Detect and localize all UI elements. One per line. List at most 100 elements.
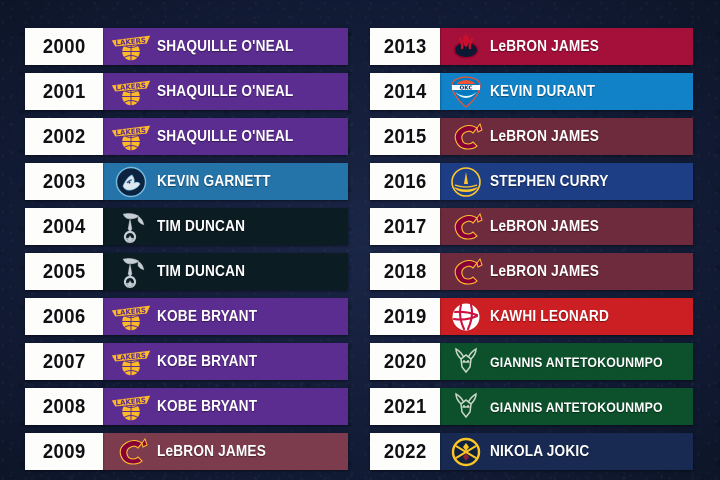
bucks-logo: [442, 390, 490, 424]
player-name: SHAQUILLE O'NEAL: [157, 127, 294, 145]
lakers-logo: LAKERS: [105, 345, 157, 379]
nuggets-logo: [442, 435, 490, 469]
year-box: 2009: [25, 433, 103, 470]
heat-logo: [442, 30, 490, 64]
year-label: 2006: [42, 305, 86, 328]
year-box: 2005: [25, 253, 103, 290]
team-band: LAKERS SHAQUILLE O'NEAL: [103, 118, 348, 155]
mvp-row[interactable]: 2009 LeBRON JAMES: [25, 433, 348, 470]
year-label: 2015: [383, 125, 427, 148]
year-box: 2006: [25, 298, 103, 335]
cavaliers-logo: [442, 120, 490, 154]
team-band: OKC KEVIN DURANT: [440, 73, 693, 110]
cavaliers-logo: [105, 435, 157, 469]
svg-text:LAKERS: LAKERS: [115, 81, 146, 92]
svg-text:LAKERS: LAKERS: [115, 306, 146, 317]
mvp-row[interactable]: 2006 LAKERS KOBE BRYANT: [25, 298, 348, 335]
year-box: 2002: [25, 118, 103, 155]
team-band: LeBRON JAMES: [440, 253, 693, 290]
year-box: 2019: [370, 298, 440, 335]
year-box: 2014: [370, 73, 440, 110]
year-box: 2008: [25, 388, 103, 425]
year-label: 2019: [383, 305, 427, 328]
mvp-row[interactable]: 2005 TIM DUNCAN: [25, 253, 348, 290]
lakers-logo: LAKERS: [105, 30, 157, 64]
team-band: LeBRON JAMES: [440, 28, 693, 65]
svg-text:LAKERS: LAKERS: [115, 351, 146, 362]
player-name: KOBE BRYANT: [157, 397, 258, 415]
mvp-row[interactable]: 2013 LeBRON JAMES: [370, 28, 693, 65]
lakers-logo: LAKERS: [105, 390, 157, 424]
mvp-row[interactable]: 2016 STEPHEN CURRY: [370, 163, 693, 200]
svg-text:OKC: OKC: [460, 85, 473, 91]
team-band: STEPHEN CURRY: [440, 163, 693, 200]
year-label: 2014: [383, 80, 427, 103]
mvp-row[interactable]: 2022 NIKOLA JOKIC: [370, 433, 693, 470]
player-name: TIM DUNCAN: [157, 262, 246, 280]
lakers-logo: LAKERS: [105, 120, 157, 154]
year-box: 2016: [370, 163, 440, 200]
team-band: LeBRON JAMES: [440, 208, 693, 245]
team-band: KAWHI LEONARD: [440, 298, 693, 335]
year-label: 2013: [383, 35, 427, 58]
mvp-row[interactable]: 2017 LeBRON JAMES: [370, 208, 693, 245]
mvp-row[interactable]: 2001 LAKERS SHAQUILLE O'NEAL: [25, 73, 348, 110]
year-box: 2020: [370, 343, 440, 380]
mvp-row[interactable]: 2015 LeBRON JAMES: [370, 118, 693, 155]
timberwolves-logo: [105, 165, 157, 199]
year-label: 2007: [42, 350, 86, 373]
mvp-row[interactable]: 2000 LAKERS SHAQUILLE O'NEAL: [25, 28, 348, 65]
team-band: LAKERS SHAQUILLE O'NEAL: [103, 28, 348, 65]
mvp-row[interactable]: 2014 OKC KEVIN DURANT: [370, 73, 693, 110]
year-label: 2005: [42, 260, 86, 283]
mvp-row[interactable]: 2004 TIM DUNCAN: [25, 208, 348, 245]
mvp-row[interactable]: 2018 LeBRON JAMES: [370, 253, 693, 290]
player-name: GIANNIS ANTETOKOUNMPO: [490, 353, 663, 370]
year-label: 2000: [42, 35, 86, 58]
cavaliers-logo: [442, 210, 490, 244]
team-band: LAKERS SHAQUILLE O'NEAL: [103, 73, 348, 110]
mvp-row[interactable]: 2021 GIANNIS ANTETOKOUNMPO: [370, 388, 693, 425]
mvp-row[interactable]: 2020 GIANNIS ANTETOKOUNMPO: [370, 343, 693, 380]
thunder-logo: OKC: [442, 75, 490, 109]
player-name: TIM DUNCAN: [157, 217, 246, 235]
year-box: 2013: [370, 28, 440, 65]
player-name: KOBE BRYANT: [157, 307, 258, 325]
mvp-row[interactable]: 2019 KAWHI LEONARD: [370, 298, 693, 335]
player-name: KEVIN GARNETT: [157, 172, 271, 190]
cavaliers-logo: [442, 255, 490, 289]
left-column: 2000 LAKERS SHAQUILLE O'NEAL 2001 LAKERS …: [25, 28, 348, 478]
year-label: 2002: [42, 125, 86, 148]
team-band: TIM DUNCAN: [103, 208, 348, 245]
right-column: 2013 LeBRON JAMES 2014 OKC KEVIN DURANT 20…: [370, 28, 693, 478]
spurs-logo: [105, 210, 157, 244]
mvp-row[interactable]: 2007 LAKERS KOBE BRYANT: [25, 343, 348, 380]
team-band: GIANNIS ANTETOKOUNMPO: [440, 343, 693, 380]
year-label: 2018: [383, 260, 427, 283]
player-name: KEVIN DURANT: [490, 82, 596, 100]
mvp-row[interactable]: 2003 KEVIN GARNETT: [25, 163, 348, 200]
year-box: 2022: [370, 433, 440, 470]
year-label: 2021: [383, 395, 427, 418]
player-name: LeBRON JAMES: [490, 37, 599, 55]
year-label: 2022: [383, 440, 427, 463]
player-name: LeBRON JAMES: [490, 262, 599, 280]
year-label: 2004: [42, 215, 86, 238]
year-box: 2000: [25, 28, 103, 65]
team-band: LeBRON JAMES: [103, 433, 348, 470]
mvp-row[interactable]: 2002 LAKERS SHAQUILLE O'NEAL: [25, 118, 348, 155]
player-name: SHAQUILLE O'NEAL: [157, 37, 294, 55]
warriors-logo: [442, 165, 490, 199]
player-name: NIKOLA JOKIC: [490, 442, 590, 460]
player-name: STEPHEN CURRY: [490, 172, 609, 190]
year-label: 2017: [383, 215, 427, 238]
team-band: KEVIN GARNETT: [103, 163, 348, 200]
year-box: 2004: [25, 208, 103, 245]
player-name: GIANNIS ANTETOKOUNMPO: [490, 398, 663, 415]
year-label: 2001: [42, 80, 86, 103]
year-label: 2003: [42, 170, 86, 193]
mvp-row[interactable]: 2008 LAKERS KOBE BRYANT: [25, 388, 348, 425]
year-box: 2007: [25, 343, 103, 380]
spurs-logo: [105, 255, 157, 289]
